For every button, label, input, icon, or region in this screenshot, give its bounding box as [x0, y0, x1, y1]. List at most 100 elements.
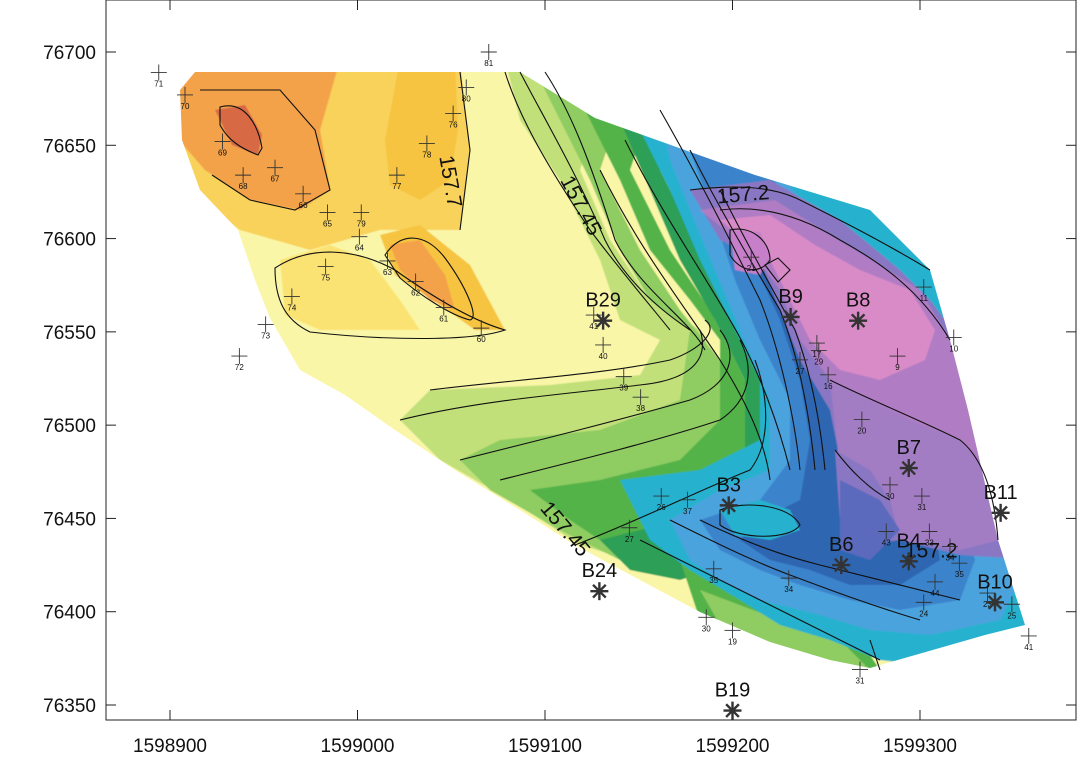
survey-point-label: 64	[355, 244, 364, 253]
well-label: B6	[829, 534, 853, 556]
survey-point: 74	[283, 288, 300, 312]
survey-point-label: 17	[812, 350, 821, 359]
survey-point-label: 79	[357, 219, 366, 228]
survey-point: 25	[1003, 596, 1020, 620]
survey-point: 63	[379, 252, 396, 277]
well-star-center	[905, 558, 912, 565]
contour-lines	[200, 71, 999, 671]
well-marker: B11	[984, 482, 1018, 522]
well-marker: B3	[717, 474, 741, 515]
well-marker: B24	[582, 560, 618, 601]
survey-point-label: 30	[702, 624, 711, 633]
survey-point-label: 43	[882, 538, 891, 547]
well-label: B19	[715, 680, 751, 702]
survey-point-label: 16	[824, 382, 833, 391]
well-marker: B4	[897, 530, 921, 571]
well-star-center	[838, 562, 845, 569]
y-tick-label: 76450	[43, 509, 96, 530]
survey-point-label: 78	[422, 150, 431, 159]
survey-point: 61	[435, 299, 452, 324]
survey-point: 68	[235, 167, 252, 191]
survey-point-label: 20	[857, 427, 866, 436]
survey-point: 76	[445, 105, 462, 130]
survey-point: 39	[615, 368, 632, 393]
well-label: B3	[717, 474, 741, 496]
survey-point: 20	[853, 411, 870, 436]
survey-point-label: 31	[856, 677, 865, 686]
x-tick-label: 1599300	[883, 736, 957, 757]
survey-point: 65	[319, 204, 336, 228]
survey-point-label: 21	[747, 264, 756, 273]
survey-point-label: 10	[949, 344, 958, 353]
x-tick-label: 1599100	[508, 736, 582, 757]
survey-point: 69	[214, 133, 231, 158]
well-marker: B29	[585, 290, 621, 330]
well-label: B29	[585, 290, 621, 312]
well-star-center	[600, 317, 607, 324]
survey-point: 60	[473, 320, 490, 344]
survey-point: 70	[177, 86, 193, 111]
well-star-center	[596, 588, 603, 595]
survey-point: 80	[458, 79, 475, 103]
survey-point-label: 75	[321, 274, 330, 283]
well-label: B10	[977, 571, 1013, 593]
y-tick-label: 76400	[43, 603, 96, 624]
survey-point-label: 61	[439, 315, 448, 324]
y-tick-label: 76550	[43, 323, 96, 344]
survey-point-label: 34	[946, 553, 955, 562]
survey-point-label: 71	[154, 80, 163, 89]
survey-point-label: 39	[619, 384, 628, 393]
well-star-center	[905, 465, 912, 472]
survey-point-label: 74	[287, 303, 296, 312]
survey-point-label: 23	[983, 600, 992, 609]
survey-point: 81	[480, 44, 497, 68]
survey-point: 38	[632, 389, 649, 413]
well-label: B11	[984, 482, 1018, 504]
survey-point: 67	[267, 159, 283, 184]
survey-point: 72	[231, 348, 248, 372]
survey-point: 17	[808, 335, 825, 359]
survey-point: 27	[792, 351, 808, 376]
survey-point: 35	[705, 560, 722, 585]
well-label: B24	[582, 560, 618, 582]
wells: B29 B9 B8 B7 B11 B3 B6 B4 B10 B24 B19	[582, 286, 1018, 720]
survey-point-label: 31	[917, 503, 926, 512]
contour-fill	[180, 72, 1025, 668]
survey-point: 23	[979, 585, 996, 609]
survey-point: 75	[317, 258, 334, 283]
survey-point-label: 41	[1024, 643, 1033, 652]
survey-point: 73	[257, 316, 274, 340]
survey-point-label: 27	[796, 367, 805, 376]
y-tick-label: 76650	[43, 136, 96, 157]
survey-point: 43	[878, 523, 895, 547]
survey-point: 37	[679, 491, 696, 516]
survey-point-label: 9	[895, 363, 900, 372]
survey-point-label: 65	[323, 219, 332, 228]
well-star-center	[787, 313, 794, 320]
well-marker: B10	[977, 571, 1013, 612]
survey-point: 31	[852, 661, 868, 686]
survey-point: 31	[913, 488, 930, 512]
survey-point-label: 72	[235, 363, 244, 372]
survey-point-label: 76	[449, 121, 458, 130]
well-label: B4	[897, 530, 921, 552]
well-marker: B7	[897, 437, 921, 478]
survey-point-label: 73	[261, 331, 270, 340]
survey-point-label: 29	[814, 358, 823, 367]
survey-point-label: 35	[955, 570, 964, 579]
survey-point: 41	[1020, 627, 1037, 652]
survey-point: 62	[407, 273, 424, 297]
y-tick-label: 76350	[43, 696, 96, 717]
survey-point: 71	[150, 64, 167, 89]
survey-point-label: 41	[589, 322, 598, 331]
survey-point: 35	[951, 555, 968, 579]
survey-point: 78	[418, 135, 435, 159]
survey-point: 34	[780, 570, 797, 594]
y-tick-label: 76700	[43, 43, 96, 64]
survey-point: 26	[653, 488, 670, 512]
survey-point-label: 69	[218, 149, 227, 158]
y-tick-label: 76600	[43, 230, 96, 251]
x-tick-label: 1599200	[696, 736, 770, 757]
survey-point-label: 27	[625, 535, 634, 544]
